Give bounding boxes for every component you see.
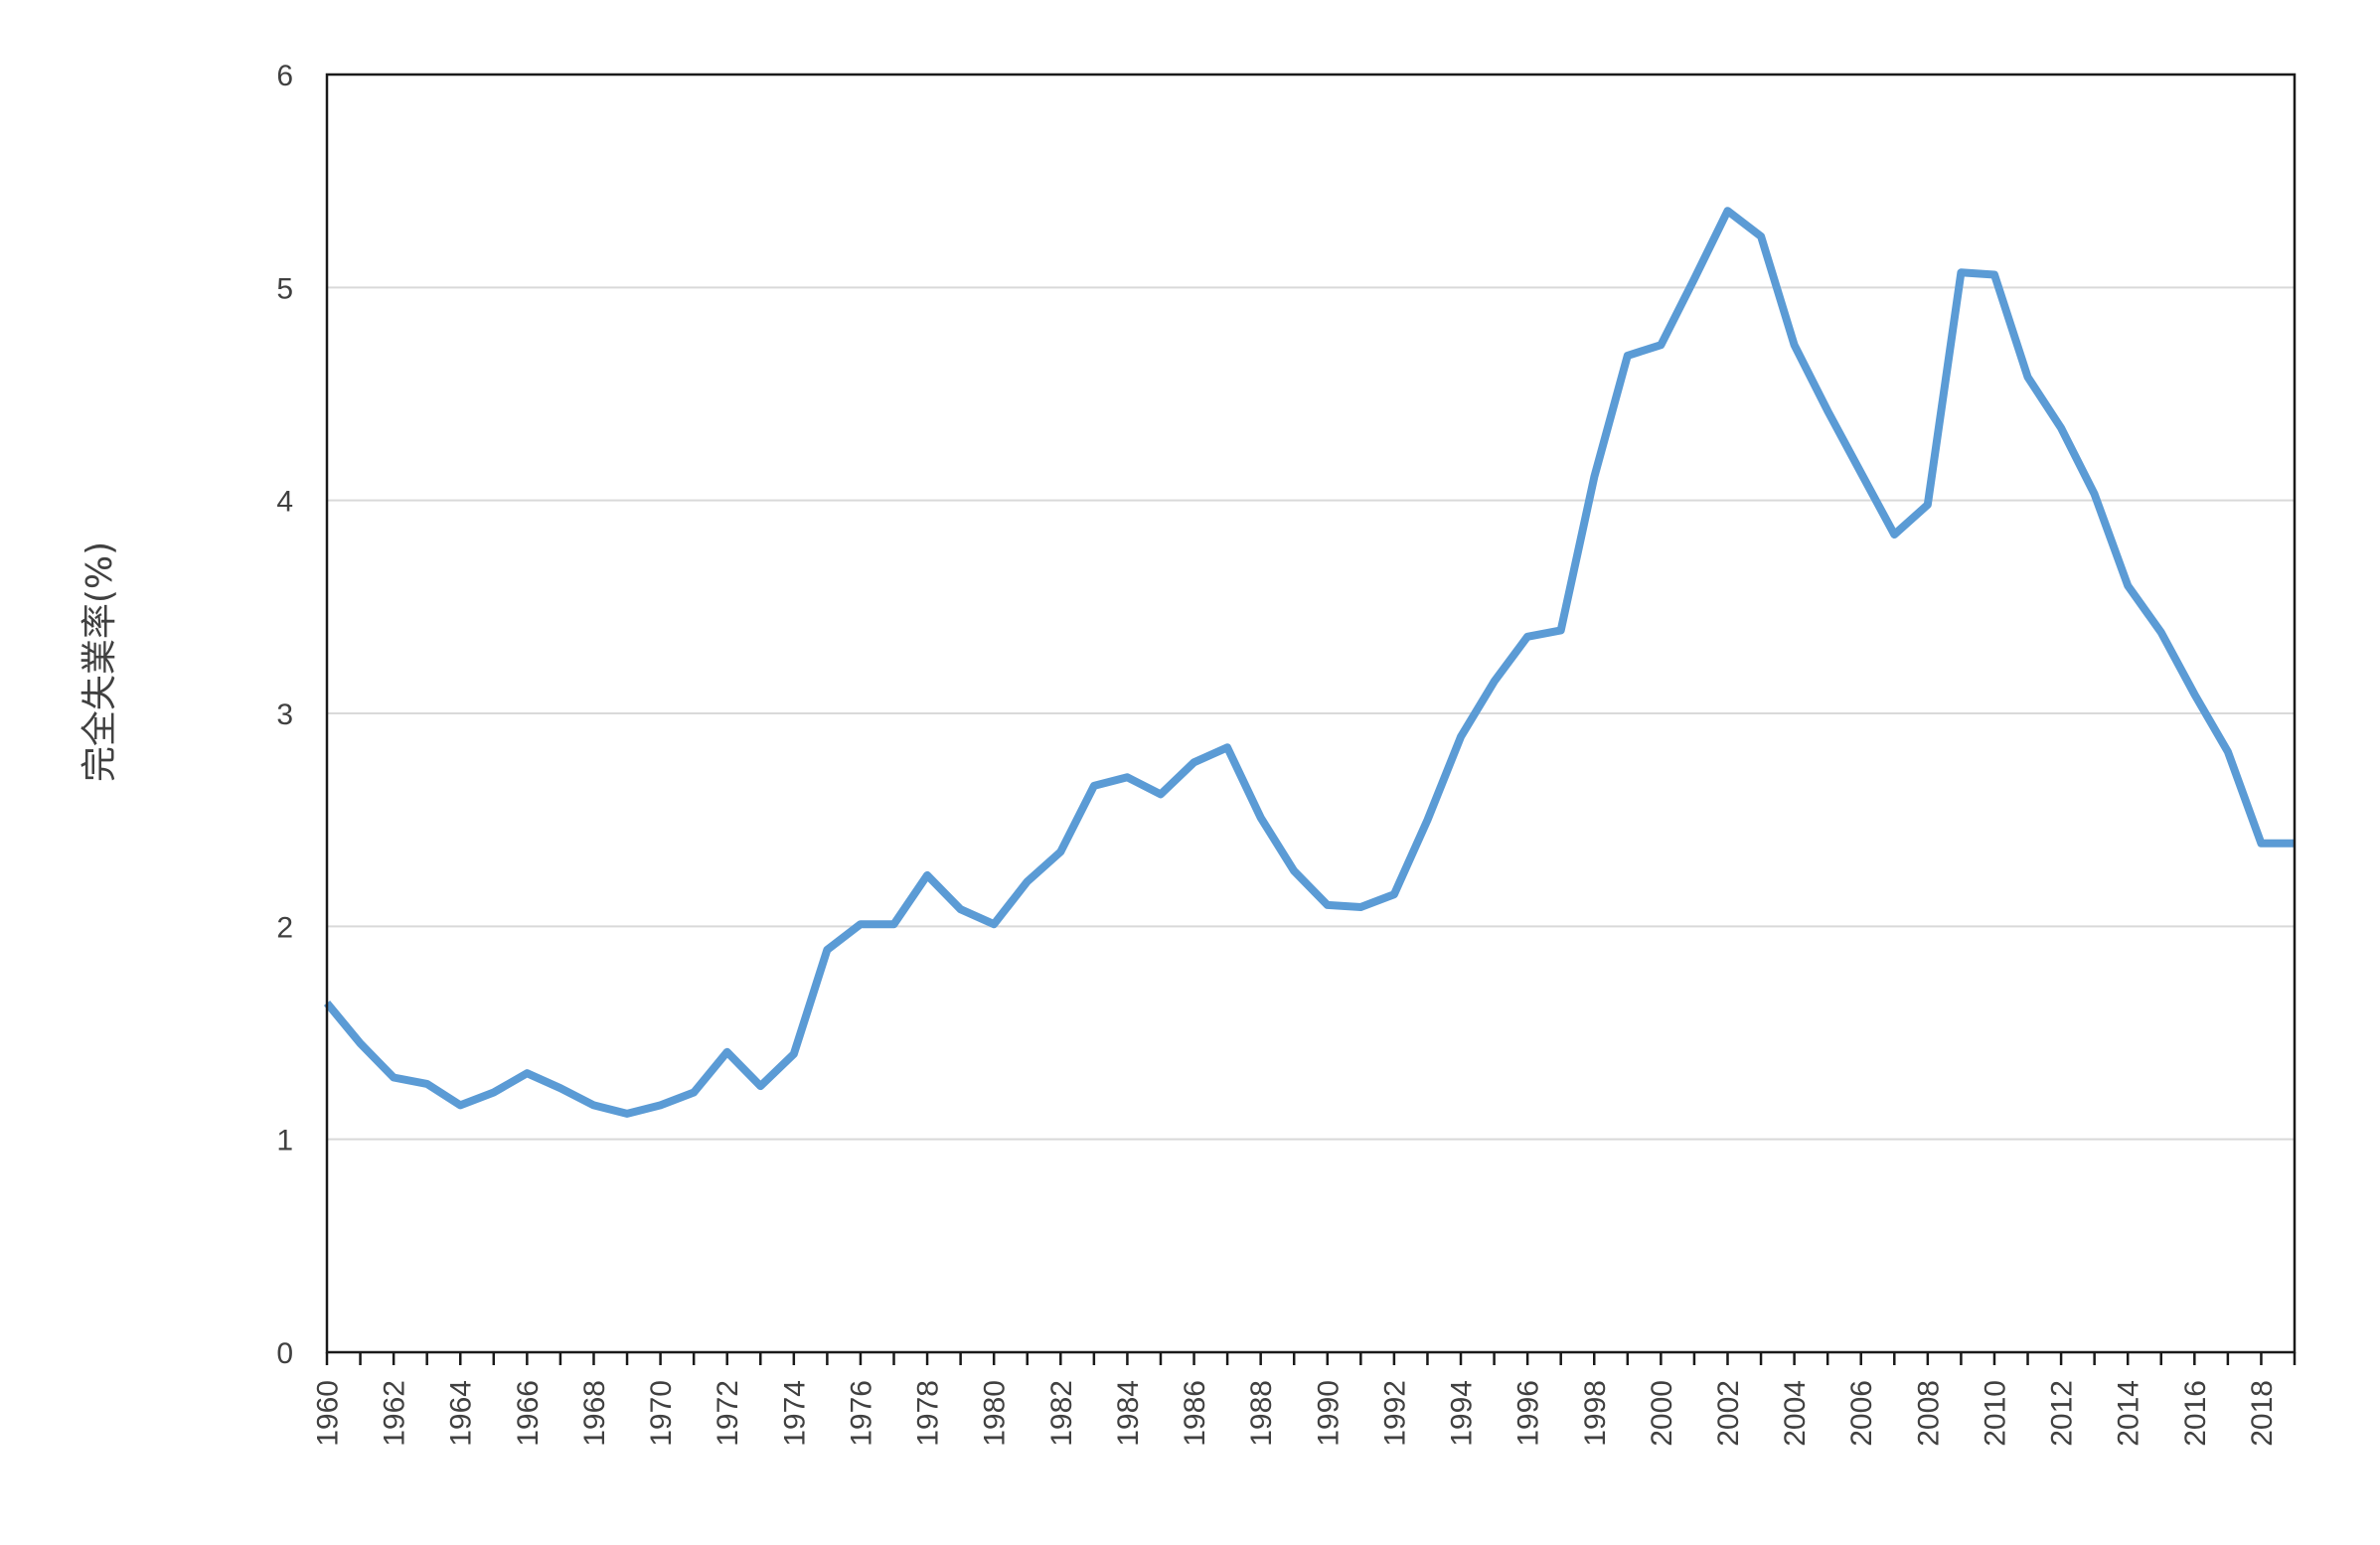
x-tick-label: 1976: [845, 1380, 877, 1447]
y-tick-label: 0: [276, 1337, 293, 1370]
y-axis-title: 完全失業率(%): [79, 541, 120, 782]
series-line: [323, 207, 2295, 1118]
x-tick-label: 1964: [445, 1380, 478, 1447]
x-tick-label: 1980: [979, 1380, 1012, 1447]
y-axis-tick-labels: 0 1 2 3 4 5 6: [276, 60, 293, 1370]
x-tick-label: 2002: [1712, 1380, 1745, 1447]
y-tick-label: 3: [276, 698, 293, 731]
x-tick-label: 1984: [1112, 1380, 1145, 1447]
x-tick-label: 2008: [1912, 1380, 1945, 1447]
x-tick-label: 1998: [1579, 1380, 1612, 1447]
x-tick-label: 1990: [1312, 1380, 1345, 1447]
y-tick-label: 1: [276, 1125, 293, 1158]
x-axis: 1960 1962 1964 1966 1968 1970 1972 1974 1976 1978…: [312, 1352, 2297, 1447]
x-tick-label: 1988: [1245, 1380, 1278, 1447]
x-tick-label: 2006: [1845, 1380, 1878, 1447]
y-tick-label: 6: [276, 60, 293, 92]
plot-area-border: [325, 73, 2297, 1354]
x-tick-label: 1962: [379, 1380, 411, 1447]
x-tick-label: 1996: [1512, 1380, 1545, 1447]
x-tick-label: 1968: [578, 1380, 611, 1447]
x-tick-label: 1960: [312, 1380, 345, 1447]
x-tick-label: 2012: [2046, 1380, 2079, 1447]
x-tick-label: 2016: [2179, 1380, 2212, 1447]
x-tick-label: 2000: [1646, 1380, 1678, 1447]
x-tick-label: 1972: [712, 1380, 744, 1447]
y-tick-label: 2: [276, 911, 293, 944]
x-tick-label: 2018: [2246, 1380, 2279, 1447]
x-tick-label: 1966: [512, 1380, 545, 1447]
x-tick-label: 2010: [1979, 1380, 2011, 1447]
x-tick-label: 1970: [645, 1380, 678, 1447]
x-tick-label: 1982: [1045, 1380, 1078, 1447]
x-tick-label: 1986: [1179, 1380, 1211, 1447]
gridlines: [327, 286, 2295, 1141]
x-tick-label: 1978: [912, 1380, 945, 1447]
y-tick-label: 5: [276, 272, 293, 305]
x-tick-label: 1994: [1446, 1380, 1479, 1447]
x-tick-label: 1974: [778, 1380, 811, 1447]
x-tick-label: 2004: [1779, 1380, 1812, 1447]
x-tick-label: 2014: [2113, 1380, 2145, 1447]
x-tick-label: 1992: [1378, 1380, 1411, 1447]
y-tick-label: 4: [276, 486, 293, 519]
